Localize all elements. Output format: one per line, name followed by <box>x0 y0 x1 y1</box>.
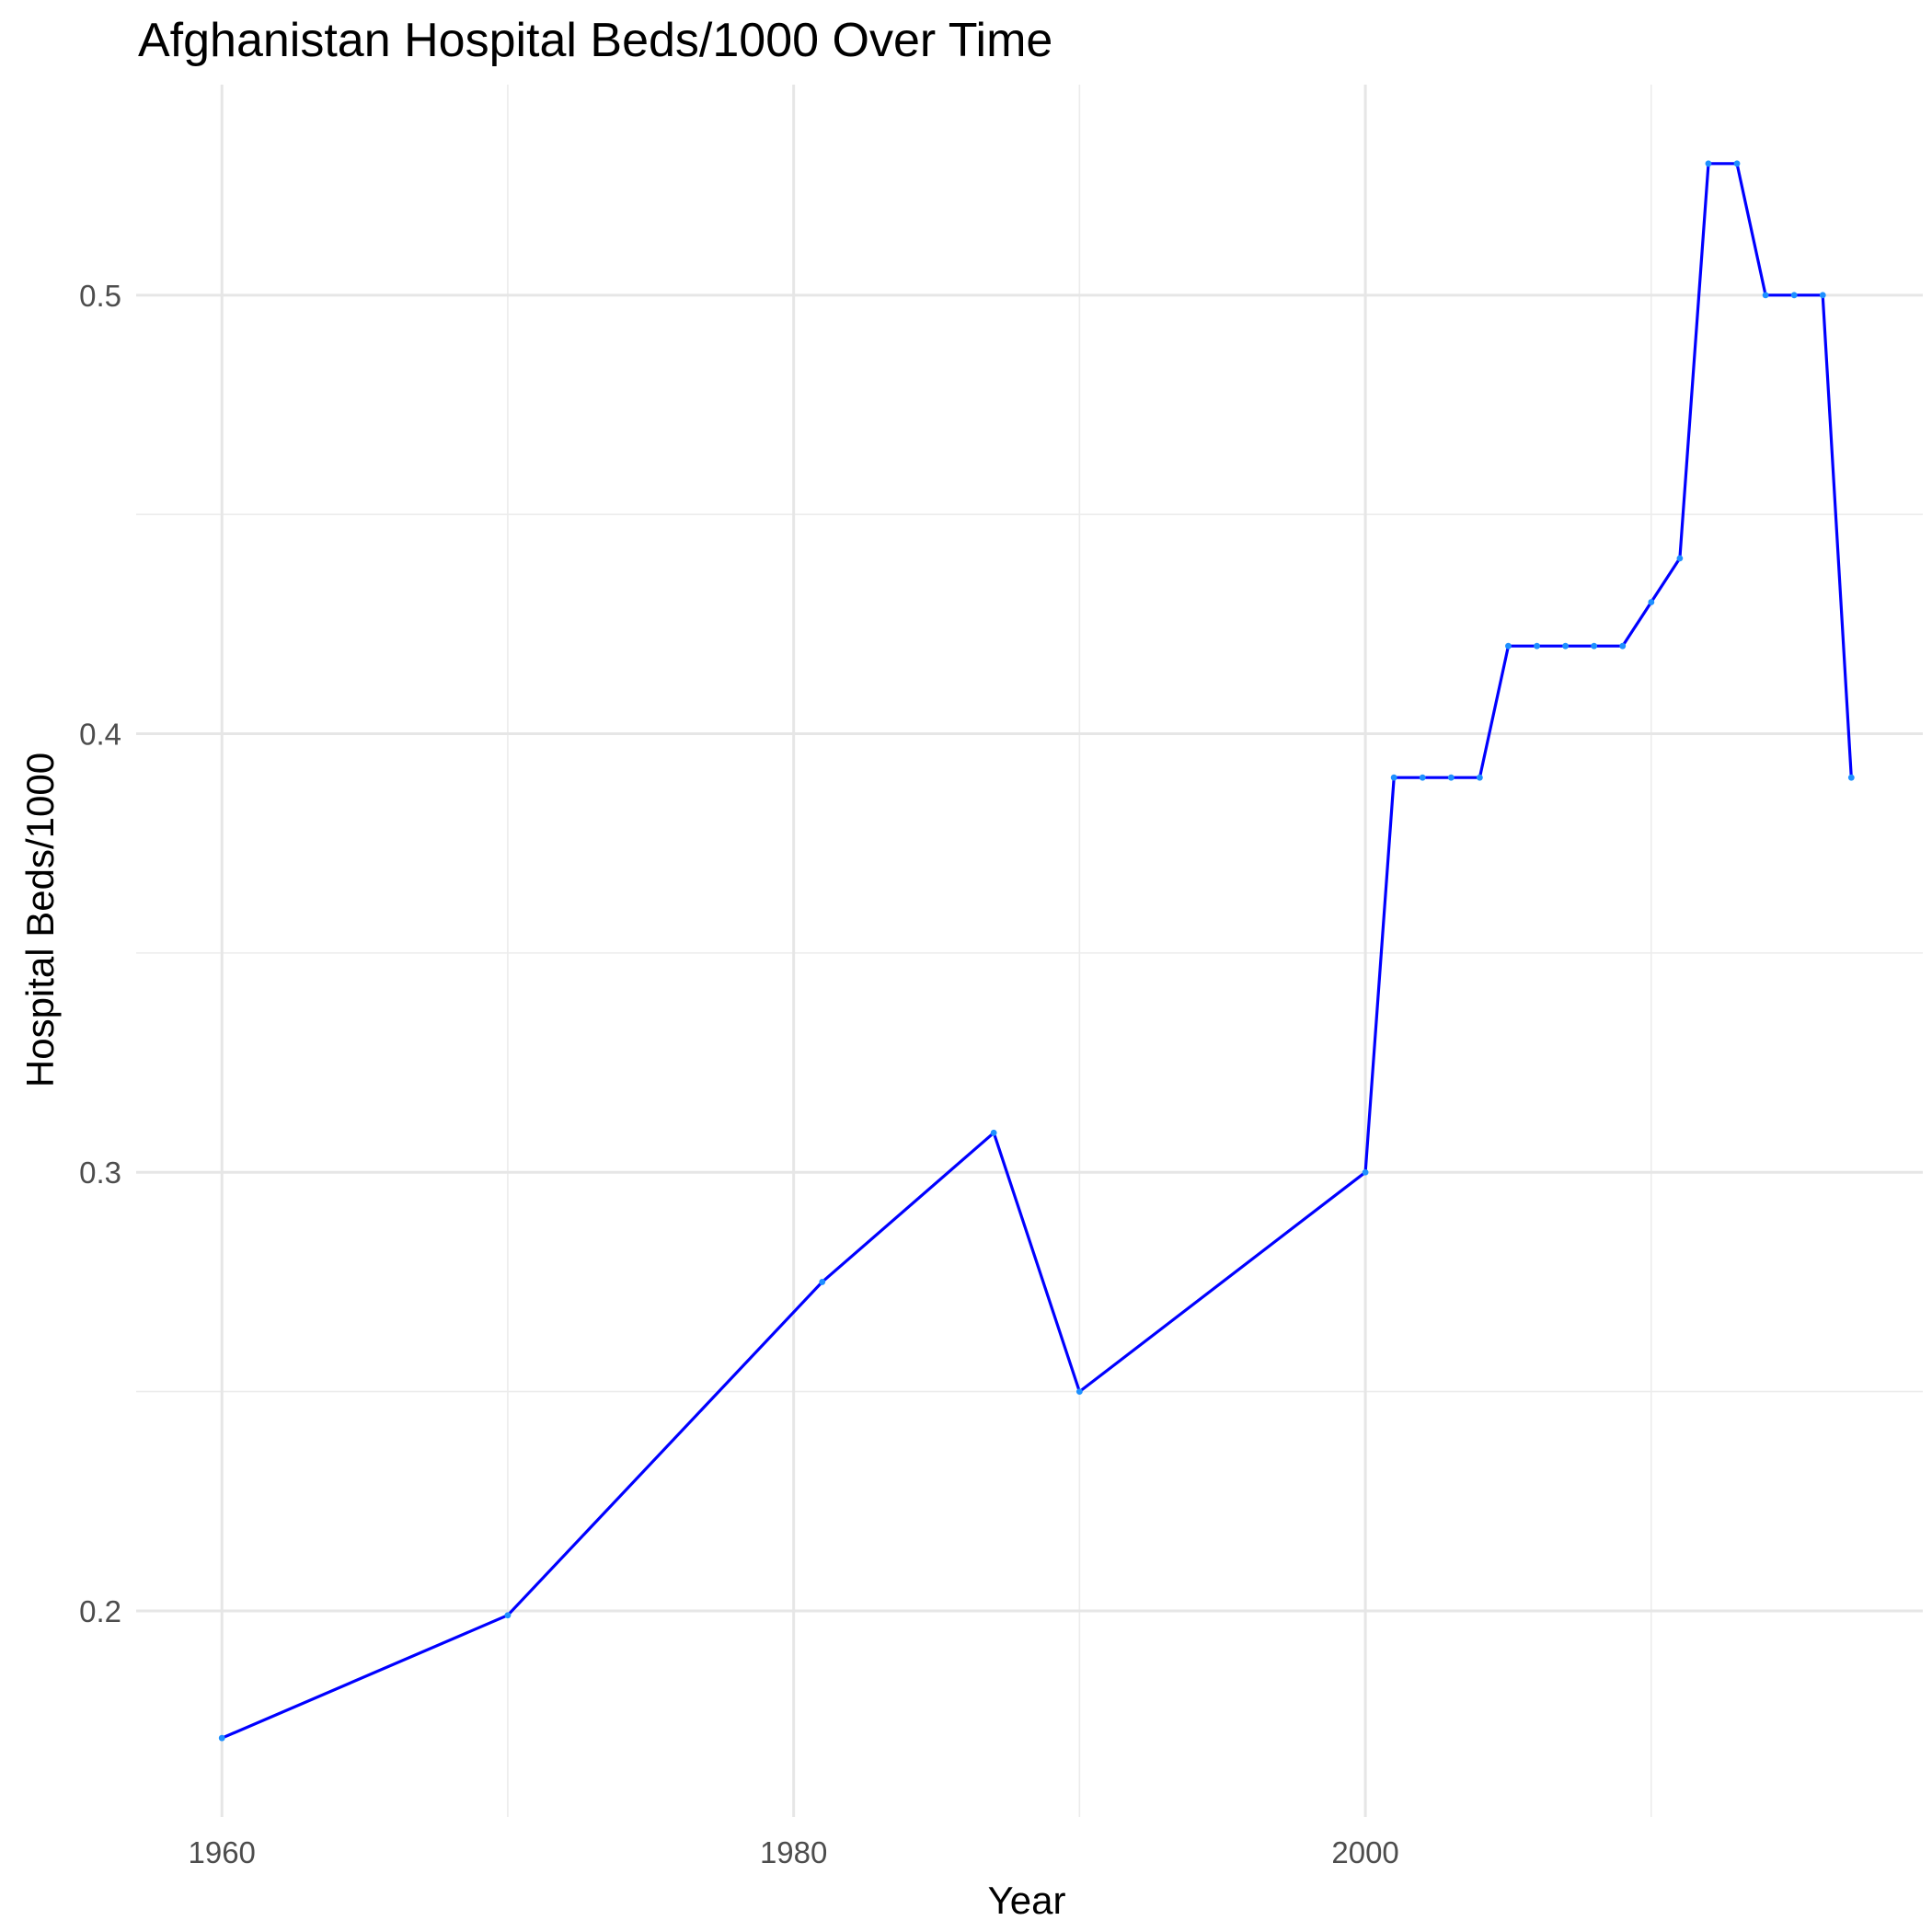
data-point <box>218 1734 225 1742</box>
data-point <box>990 1129 997 1136</box>
y-tick-label: 0.2 <box>79 1594 121 1628</box>
y-tick-label: 0.5 <box>79 279 121 313</box>
x-tick-label: 2000 <box>1331 1835 1398 1869</box>
data-point <box>1591 642 1598 650</box>
major-gridlines <box>136 85 1923 1817</box>
data-point <box>1733 160 1741 167</box>
data-point <box>819 1279 826 1285</box>
data-point <box>1362 1168 1369 1176</box>
x-tick-label: 1960 <box>189 1835 256 1869</box>
data-point <box>1790 292 1798 299</box>
data-point <box>1762 292 1769 299</box>
data-point <box>1619 642 1627 650</box>
y-tick-label: 0.4 <box>79 718 121 752</box>
data-point <box>1419 774 1426 781</box>
data-point <box>1447 774 1455 781</box>
data-point <box>1847 774 1855 781</box>
data-point <box>504 1612 512 1619</box>
data-point <box>1390 774 1397 781</box>
tick-labels: 1960 1980 2000 0.2 0.3 0.4 0.5 <box>79 279 1399 1869</box>
chart-title: Afghanistan Hospital Beds/1000 Over Time <box>138 14 1053 67</box>
data-point <box>1534 642 1540 650</box>
y-axis-title: Hospital Beds/1000 <box>18 753 62 1087</box>
data-point <box>1705 160 1712 167</box>
data-point <box>1075 1388 1083 1395</box>
data-point <box>1676 555 1684 562</box>
data-point <box>1476 774 1483 781</box>
x-axis-title: Year <box>988 1879 1066 1922</box>
data-point <box>1648 599 1655 605</box>
series-layer <box>218 160 1855 1742</box>
minor-gridlines <box>136 85 1923 1817</box>
y-tick-label: 0.3 <box>79 1156 121 1190</box>
series-line <box>221 162 1853 1740</box>
data-point <box>1562 642 1569 650</box>
data-point <box>1819 292 1826 299</box>
data-point <box>1505 642 1512 650</box>
x-tick-label: 1980 <box>760 1835 827 1869</box>
